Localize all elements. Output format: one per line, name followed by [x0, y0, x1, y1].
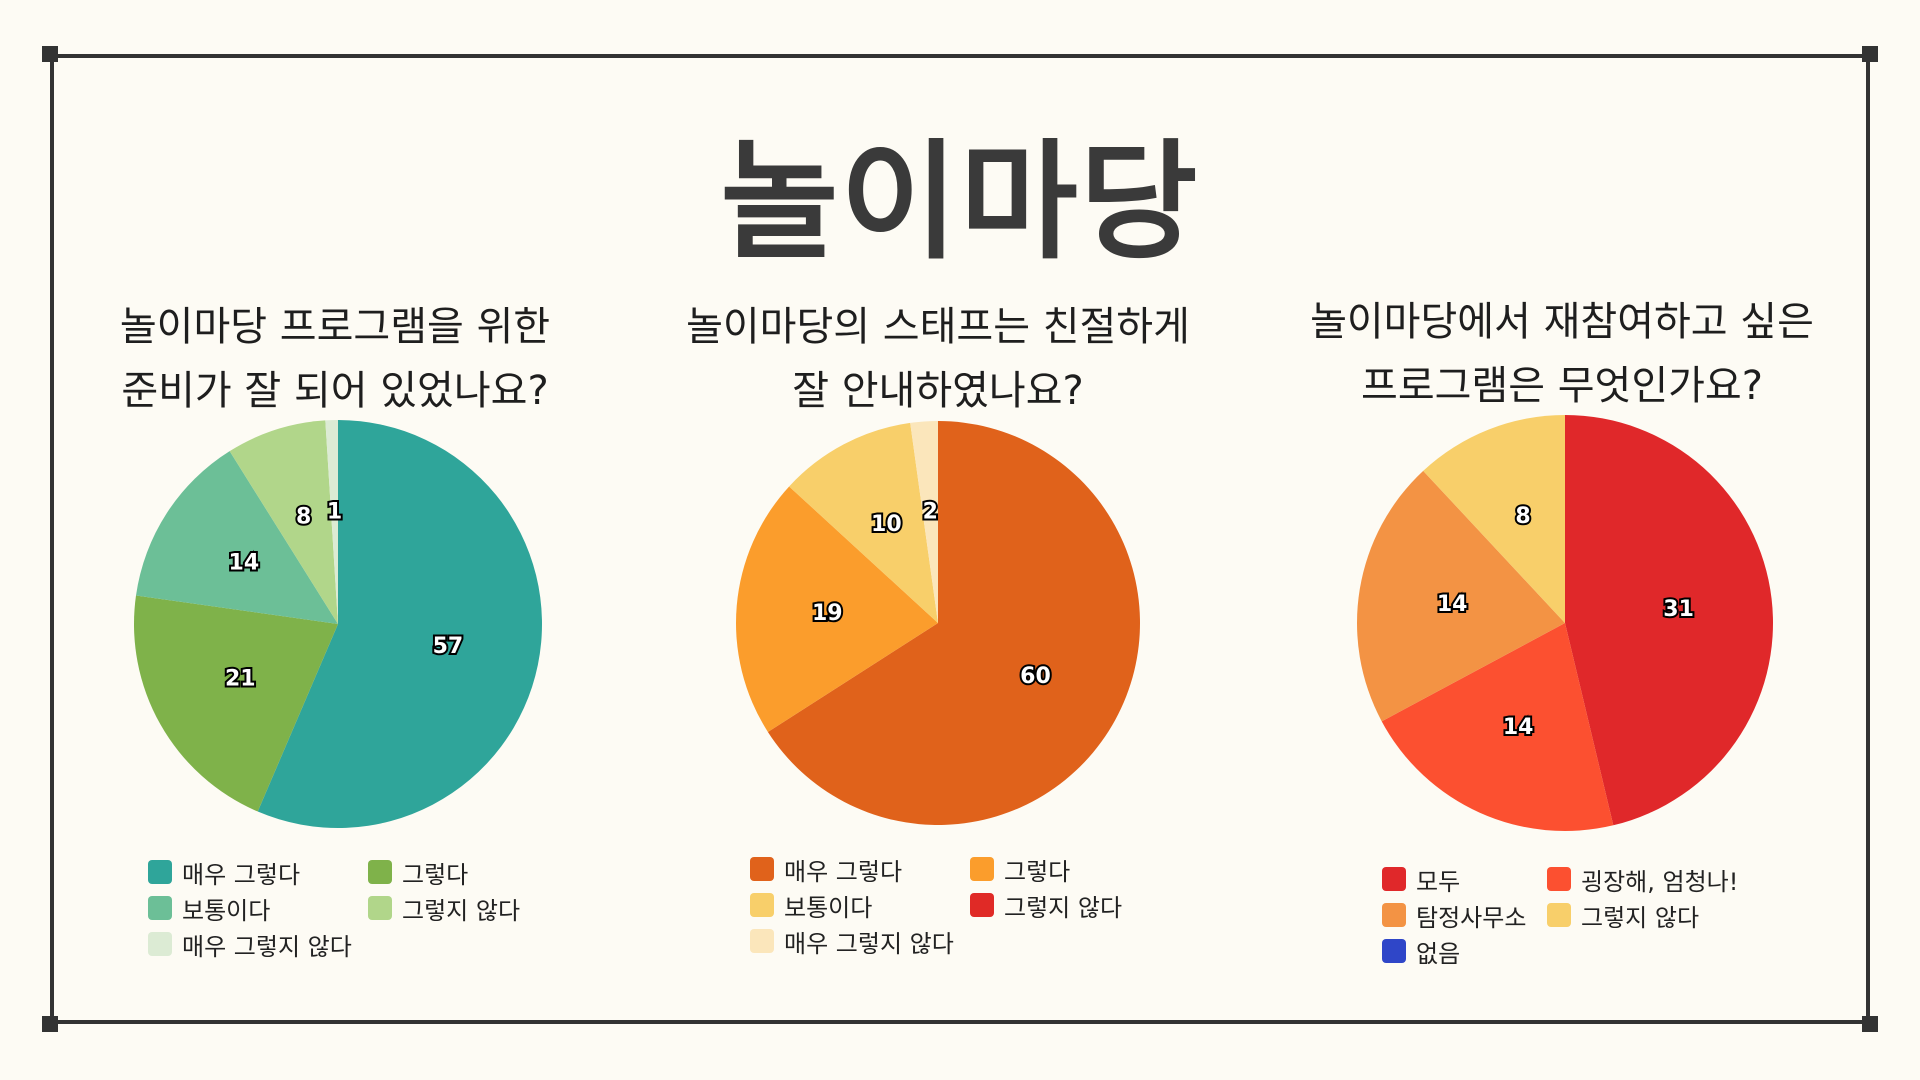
- chart-3-pie-slice-4: [1423, 415, 1565, 623]
- chart-1-legend-item-4: 그렇지 않다: [368, 893, 568, 925]
- chart-1-data-label-5: 1: [327, 499, 342, 524]
- chart-2-legend-swatch-4: [970, 893, 994, 917]
- chart-3-pie-slice-2: [1381, 623, 1614, 832]
- chart-3-title-line-2: 프로그램은 무엇인가요?: [1361, 363, 1763, 409]
- chart-1-legend-swatch-5: [148, 932, 172, 956]
- chart-2-title: 놀이마당의 스태프는 친절하게 잘 안내하였나요?: [638, 295, 1238, 423]
- chart-1-legend-item-5: 매우 그렇지 않다: [148, 929, 368, 961]
- chart-2-data-label-4: 2: [923, 500, 938, 525]
- chart-1-pie-slice-2: [134, 595, 338, 812]
- chart-3-title-line-1: 놀이마당에서 재참여하고 싶은: [1310, 299, 1814, 345]
- chart-2-legend-label-1: 매우 그렇다: [784, 857, 903, 886]
- chart-1-legend-swatch-1: [148, 860, 172, 884]
- chart-1-legend-item-2: 그렇다: [368, 857, 568, 889]
- chart-3-title: 놀이마당에서 재참여하고 싶은 프로그램은 무엇인가요?: [1262, 290, 1862, 418]
- chart-3-legend-item-2: 굉장해, 엄청나!: [1547, 864, 1767, 896]
- chart-1-legend-swatch-4: [368, 896, 392, 920]
- chart-3-legend-swatch-3: [1382, 903, 1406, 927]
- chart-3-data-label-1: 31: [1663, 597, 1694, 622]
- frame-corner-bottom-left: [42, 1016, 58, 1032]
- chart-2-pie-slice-4: [910, 421, 938, 623]
- chart-2-legend-label-2: 그렇다: [1004, 857, 1071, 886]
- chart-3-data-label-3: 14: [1437, 592, 1468, 617]
- chart-2-legend-item-4: 그렇지 않다: [970, 890, 1170, 922]
- chart-1-pie-slice-5: [325, 420, 338, 624]
- chart-3-legend-label-5: 없음: [1416, 939, 1461, 968]
- chart-2-title-line-1: 놀이마당의 스태프는 친절하게: [686, 304, 1190, 350]
- chart-2-data-label-2: 19: [812, 601, 843, 626]
- chart-3-pie-slice-3: [1357, 470, 1565, 722]
- chart-1-legend-label-2: 그렇다: [402, 860, 469, 889]
- chart-3-legend-item-4: 그렇지 않다: [1547, 900, 1767, 932]
- frame-corner-top-right: [1862, 46, 1878, 62]
- chart-3-legend-swatch-4: [1547, 903, 1571, 927]
- chart-2-pie-slice-1: [767, 421, 1140, 826]
- chart-2-legend-label-5: 매우 그렇지 않다: [784, 929, 954, 958]
- chart-1-title-line-2: 준비가 잘 되어 있었나요?: [121, 368, 549, 414]
- chart-1-data-label-4: 8: [296, 505, 311, 530]
- frame-corner-top-left: [42, 46, 58, 62]
- chart-1-data-label-2: 21: [225, 667, 256, 692]
- chart-3-legend-swatch-5: [1382, 939, 1406, 963]
- chart-3-legend-label-2: 굉장해, 엄청나!: [1581, 867, 1739, 896]
- chart-2-legend-item-3: 보통이다: [750, 890, 970, 922]
- chart-3-data-label-4: 8: [1515, 504, 1530, 529]
- chart-3-legend-label-3: 탐정사무소: [1416, 903, 1527, 932]
- chart-3-legend-item-3: 탐정사무소: [1382, 900, 1547, 932]
- chart-3-legend-label-4: 그렇지 않다: [1581, 903, 1700, 932]
- chart-2-title-line-2: 잘 안내하였나요?: [792, 368, 1084, 414]
- chart-3-legend-item-5: 없음: [1382, 936, 1547, 968]
- chart-3-pie-slice-1: [1565, 415, 1773, 826]
- chart-1-legend-label-1: 매우 그렇다: [182, 860, 301, 889]
- chart-2-legend-swatch-5: [750, 929, 774, 953]
- chart-2-legend-item-5: 매우 그렇지 않다: [750, 926, 970, 958]
- chart-1-legend-item-3: 보통이다: [148, 893, 368, 925]
- chart-1-pie-slice-3: [135, 451, 338, 624]
- chart-3-legend-swatch-1: [1382, 867, 1406, 891]
- chart-3-legend-label-1: 모두: [1416, 867, 1461, 896]
- chart-2-pie-slice-2: [736, 486, 938, 732]
- chart-2-data-label-1: 60: [1020, 664, 1051, 689]
- chart-1-legend-label-3: 보통이다: [182, 896, 271, 925]
- chart-2-legend-swatch-1: [750, 857, 774, 881]
- chart-1-pie-slice-4: [229, 420, 338, 624]
- chart-1-legend-swatch-2: [368, 860, 392, 884]
- frame-corner-bottom-right: [1862, 1016, 1878, 1032]
- chart-2-legend-label-4: 그렇지 않다: [1004, 893, 1123, 922]
- chart-1-legend-swatch-3: [148, 896, 172, 920]
- chart-3-legend-item-1: 모두: [1382, 864, 1547, 896]
- chart-2-legend-item-2: 그렇다: [970, 854, 1170, 886]
- page-title: 놀이마당: [720, 128, 1200, 277]
- chart-1-data-label-3: 14: [229, 550, 260, 575]
- chart-1-legend-label-4: 그렇지 않다: [402, 896, 521, 925]
- chart-2-legend-item-1: 매우 그렇다: [750, 854, 970, 886]
- chart-3-legend-swatch-2: [1547, 867, 1571, 891]
- chart-2-data-label-3: 10: [871, 512, 902, 537]
- border-frame: [50, 54, 1870, 1024]
- chart-1-legend-item-1: 매우 그렇다: [148, 857, 368, 889]
- chart-3-data-label-2: 14: [1503, 715, 1534, 740]
- chart-1-data-label-1: 57: [433, 634, 464, 659]
- chart-2-pie-slice-3: [789, 422, 938, 623]
- chart-1-pie-slice-1: [257, 420, 542, 829]
- chart-2-legend-swatch-2: [970, 857, 994, 881]
- chart-1-title: 놀이마당 프로그램을 위한 준비가 잘 되어 있었나요?: [35, 295, 635, 423]
- chart-2-legend-label-3: 보통이다: [784, 893, 873, 922]
- chart-1-legend-label-5: 매우 그렇지 않다: [182, 932, 352, 961]
- chart-2-legend-swatch-3: [750, 893, 774, 917]
- chart-1-title-line-1: 놀이마당 프로그램을 위한: [119, 304, 551, 350]
